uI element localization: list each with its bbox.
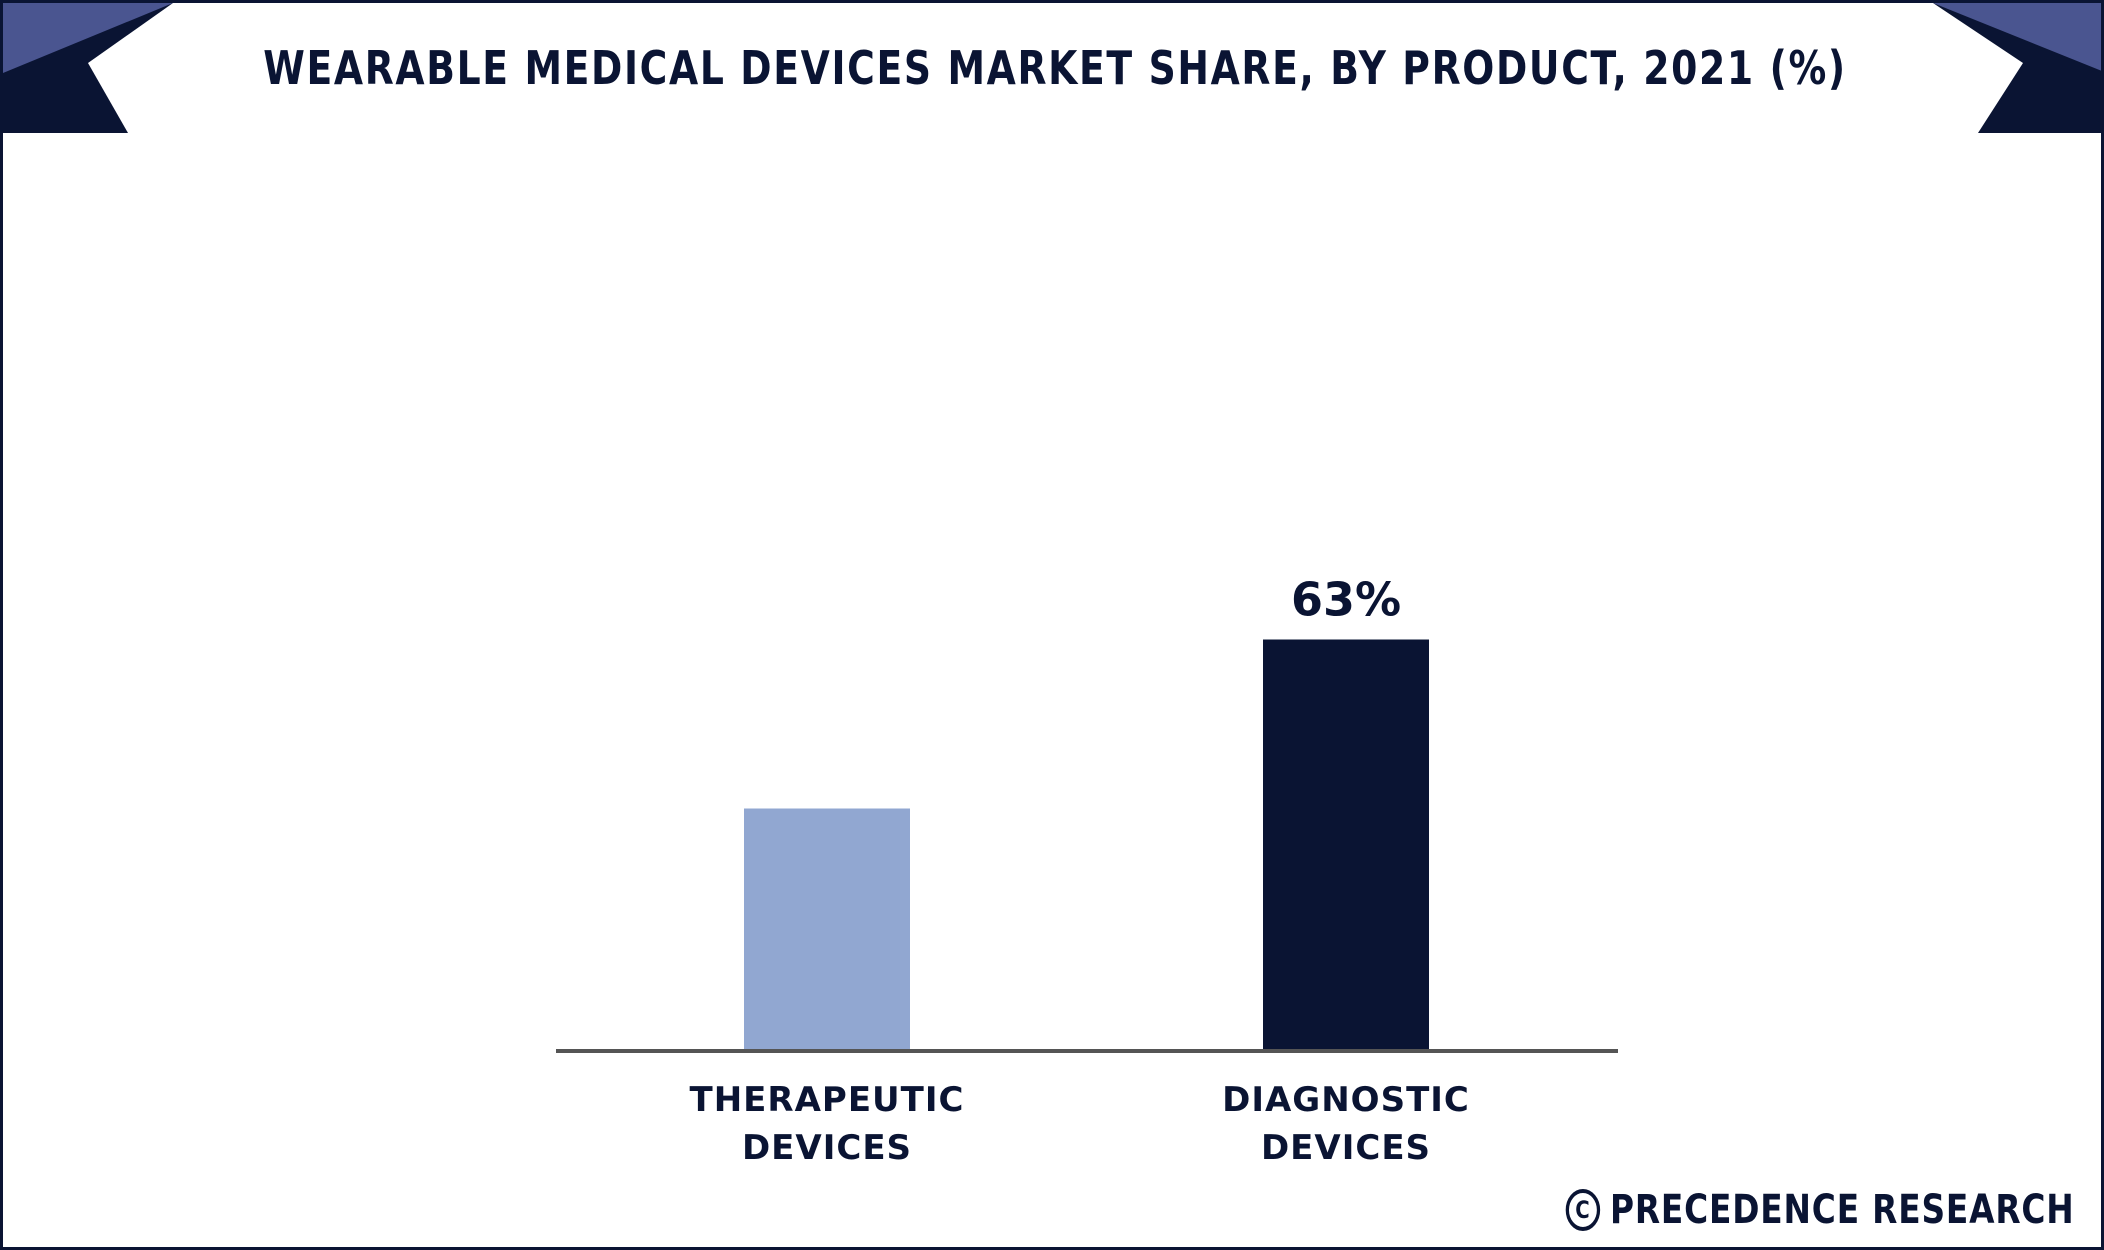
data-label-diagnostic: 63% bbox=[1291, 573, 1401, 627]
x-tick-label-therapeutic-line1: THERAPEUTIC bbox=[690, 1080, 965, 1120]
x-tick-label-therapeutic-line2: DEVICES bbox=[742, 1128, 912, 1168]
footer-credit: C PRECEDENCE RESEARCH bbox=[1566, 1187, 2075, 1233]
header-accent-right bbox=[1933, 3, 2101, 71]
bar-diagnostic bbox=[1263, 639, 1429, 1049]
footer-text: PRECEDENCE RESEARCH bbox=[1610, 1187, 2075, 1233]
header-white-banner bbox=[88, 3, 2023, 133]
bar-chart: 63% THERAPEUTIC DEVICES DIAGNOSTIC DEVICES bbox=[556, 573, 1618, 1168]
x-tick-label-diagnostic-line1: DIAGNOSTIC bbox=[1222, 1080, 1470, 1120]
copyright-icon: C bbox=[1566, 1189, 1601, 1231]
x-tick-label-diagnostic-line2: DEVICES bbox=[1261, 1128, 1431, 1168]
header-banner bbox=[3, 3, 2101, 133]
bar-therapeutic bbox=[744, 808, 910, 1049]
header-accent-left bbox=[3, 3, 173, 73]
chart-title: WEARABLE MEDICAL DEVICES MARKET SHARE, B… bbox=[263, 41, 1847, 95]
